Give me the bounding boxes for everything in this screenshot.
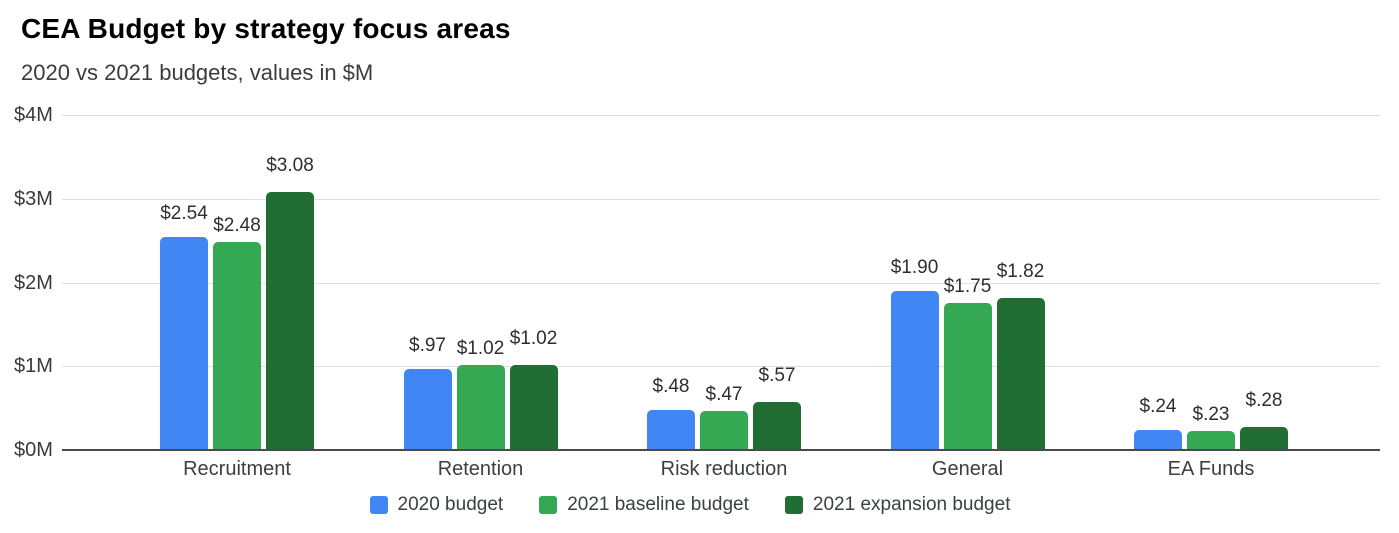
x-axis-category-label: Retention	[437, 458, 524, 480]
bar-2021-expansion-budget-general[interactable]	[996, 297, 1045, 450]
chart-subtitle: 2020 vs 2021 budgets, values in $M	[21, 60, 374, 85]
gridline	[62, 115, 1380, 116]
legend-label: 2021 expansion budget	[812, 494, 1011, 515]
bar-value-label: $.57	[758, 365, 796, 387]
bar-2021-baseline-budget-risk-reduction[interactable]	[700, 410, 748, 450]
chart-legend: 2020 budget 2021 baseline budget 2021 expa…	[0, 494, 1380, 516]
bar-2021-expansion-budget-risk-reduction[interactable]	[753, 402, 801, 450]
chart-title: CEA Budget by strategy focus areas	[21, 13, 511, 44]
bar-value-label: $.97	[409, 334, 446, 356]
bar-value-label: $1.02	[509, 327, 558, 349]
legend-swatch-icon	[539, 496, 558, 514]
bar-2021-baseline-budget-general[interactable]	[943, 303, 992, 450]
legend-label: 2021 baseline budget	[567, 494, 749, 515]
bar-value-label: $2.48	[213, 215, 261, 237]
gridline	[62, 282, 1380, 284]
x-axis-category-label: Recruitment	[183, 458, 291, 480]
gridline	[62, 198, 1380, 200]
y-axis-tick-label: $0M	[14, 439, 53, 461]
bar-value-label: $1.75	[943, 276, 992, 298]
x-axis-category-label: Risk reduction	[660, 458, 788, 480]
legend-item-2020-budget[interactable]: 2020 budget	[369, 494, 504, 516]
gridline	[62, 366, 1380, 368]
legend-item-2021-baseline-budget[interactable]: 2021 baseline budget	[539, 494, 749, 516]
bar-2020-budget-general[interactable]	[890, 290, 939, 450]
bar-2021-expansion-budget-retention[interactable]	[509, 364, 558, 450]
bar-value-label: $2.54	[160, 203, 208, 225]
bar-2020-budget-recruitment[interactable]	[160, 237, 208, 450]
legend-item-2021-expansion-budget[interactable]: 2021 expansion budget	[784, 494, 1011, 516]
x-axis-category-label: General	[931, 458, 1004, 480]
bar-value-label: $.48	[652, 375, 690, 397]
bar-2021-expansion-budget-ea-funds[interactable]	[1240, 426, 1288, 450]
bar-value-label: $.28	[1245, 389, 1283, 411]
bar-value-label: $.47	[705, 383, 743, 405]
bar-2020-budget-retention[interactable]	[403, 368, 452, 450]
y-axis-tick-label: $3M	[14, 187, 53, 210]
bar-value-label: $1.90	[890, 256, 939, 278]
bar-2021-expansion-budget-recruitment[interactable]	[266, 192, 314, 450]
x-axis-line	[62, 449, 1380, 451]
bar-2021-baseline-budget-ea-funds[interactable]	[1187, 430, 1235, 450]
bar-2020-budget-ea-funds[interactable]	[1134, 429, 1182, 450]
bar-value-label: $3.08	[266, 155, 314, 177]
y-axis-tick-label: $4M	[14, 104, 53, 126]
y-axis-tick-label: $2M	[14, 271, 53, 294]
legend-swatch-icon	[369, 496, 388, 514]
bar-value-label: $1.02	[456, 337, 505, 359]
bar-2021-baseline-budget-recruitment[interactable]	[213, 242, 261, 450]
plot-area: $0M $1M $2M $3M $4M $2.54 $2.48 $3.08 Recruitmen…	[14, 104, 1380, 480]
bar-2021-baseline-budget-retention[interactable]	[456, 364, 505, 450]
bar-value-label: $.24	[1139, 395, 1177, 417]
y-axis-tick-label: $1M	[14, 355, 53, 378]
x-axis-category-label: EA Funds	[1167, 458, 1255, 480]
bar-2020-budget-risk-reduction[interactable]	[647, 409, 695, 450]
bar-value-label: $.23	[1192, 403, 1230, 425]
legend-label: 2020 budget	[397, 494, 504, 515]
bar-value-label: $1.82	[996, 260, 1045, 282]
legend-swatch-icon	[784, 496, 803, 514]
